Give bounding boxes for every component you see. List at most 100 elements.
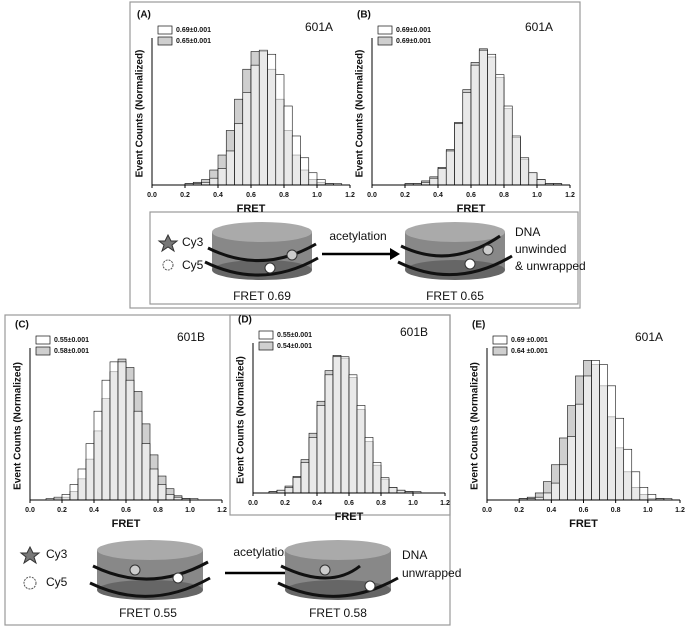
- x-tick-label: 0.0: [367, 192, 377, 199]
- bar: [445, 150, 455, 186]
- x-tick-label: 0.4: [89, 507, 99, 514]
- bar: [478, 49, 488, 186]
- x-tick-label: 1.0: [532, 192, 542, 199]
- legend-swatch: [258, 341, 274, 351]
- x-tick-label: 1.0: [185, 507, 195, 514]
- dye: [264, 262, 276, 274]
- bar: [356, 405, 366, 494]
- nucleosome: [285, 540, 391, 560]
- bar: [308, 172, 318, 186]
- x-tick-label: 0.4: [213, 192, 223, 199]
- fret-label: FRET 0.58: [309, 606, 367, 620]
- fret-label: FRET 0.55: [119, 606, 177, 620]
- bar: [93, 410, 103, 501]
- x-tick-label: 0.6: [344, 500, 354, 507]
- x-axis-label: FRET: [457, 203, 486, 215]
- dye: [482, 244, 494, 256]
- bar: [109, 361, 119, 501]
- x-tick-label: 0.4: [546, 507, 556, 514]
- legend-swatch: [35, 346, 51, 356]
- cy3-icon: [19, 545, 41, 565]
- schematic-frame: [149, 211, 579, 305]
- note-line: unwinded: [515, 242, 566, 256]
- bar: [388, 487, 398, 494]
- note-line: DNA: [515, 225, 540, 239]
- bar: [631, 471, 641, 501]
- bar: [316, 405, 326, 494]
- panel-label: (D): [238, 315, 252, 326]
- bar: [316, 179, 326, 186]
- panel-title: 601A: [635, 330, 663, 344]
- bar: [117, 361, 127, 501]
- x-axis-label: FRET: [112, 518, 141, 530]
- legend-label: 0.55±0.001: [277, 332, 312, 339]
- bar: [599, 364, 608, 501]
- legend-label: 0.64 ±0.001: [511, 348, 548, 355]
- panel-label: (A): [137, 10, 151, 21]
- bar: [520, 157, 530, 186]
- cy3-label: Cy3: [46, 547, 68, 561]
- bar: [77, 468, 87, 501]
- bar: [429, 177, 439, 186]
- bar: [503, 105, 513, 186]
- dye: [286, 249, 298, 261]
- x-tick-label: 0.2: [400, 192, 410, 199]
- x-tick-label: 1.2: [217, 507, 227, 514]
- bar: [267, 53, 277, 186]
- legend-swatch: [492, 335, 508, 345]
- panel-title: 601A: [305, 20, 333, 34]
- legend-label: 0.65±0.001: [176, 38, 211, 45]
- bar: [462, 92, 472, 186]
- x-axis-label: FRET: [569, 518, 598, 530]
- panel-title: 601B: [400, 325, 428, 339]
- bar: [242, 92, 252, 186]
- bar: [225, 150, 235, 186]
- x-tick-label: 0.2: [57, 507, 67, 514]
- bar: [101, 379, 111, 501]
- legend-label: 0.69±0.001: [396, 38, 431, 45]
- bar: [209, 177, 219, 186]
- dna: [89, 560, 211, 598]
- x-tick-label: 0.6: [466, 192, 476, 199]
- schematic: Cy3 Cy5 acetylation DNA unwinded & unwra…: [157, 222, 586, 303]
- bar: [364, 437, 374, 494]
- bar: [495, 74, 505, 186]
- x-tick-label: 0.2: [514, 507, 524, 514]
- x-tick-label: 0.2: [280, 500, 290, 507]
- legend-swatch: [157, 36, 173, 46]
- legend-swatch: [35, 335, 51, 345]
- x-tick-label: 0.8: [153, 507, 163, 514]
- bar: [536, 179, 546, 186]
- x-tick-label: 1.2: [675, 507, 685, 514]
- cy5-label: Cy5: [182, 258, 204, 272]
- x-tick-label: 1.2: [345, 192, 355, 199]
- bar: [308, 437, 318, 494]
- dna: [277, 564, 399, 598]
- x-tick-label: 0.4: [433, 192, 443, 199]
- legend-label: 0.58±0.001: [54, 348, 89, 355]
- bar: [470, 64, 480, 186]
- x-tick-label: 0.8: [376, 500, 386, 507]
- note-line: & unwrapped: [515, 259, 586, 273]
- legend-swatch: [492, 346, 508, 356]
- bar: [340, 356, 350, 494]
- bar: [275, 74, 285, 186]
- x-tick-label: 0.2: [180, 192, 190, 199]
- arrow-head: [390, 248, 400, 260]
- bar: [615, 417, 625, 501]
- bar: [372, 462, 382, 494]
- dye: [129, 564, 141, 576]
- legend-label: 0.69±0.001: [176, 27, 211, 34]
- bar: [639, 487, 649, 501]
- y-axis-label: Event Counts (Normalized): [355, 50, 366, 178]
- fret-label: FRET 0.69: [233, 289, 291, 303]
- x-tick-label: 1.2: [440, 500, 450, 507]
- y-axis-label: Event Counts (Normalized): [236, 356, 247, 484]
- bar: [133, 410, 143, 501]
- fret-label: FRET 0.65: [426, 289, 484, 303]
- bar: [454, 123, 464, 186]
- x-tick-label: 0.6: [579, 507, 589, 514]
- dna: [204, 242, 319, 277]
